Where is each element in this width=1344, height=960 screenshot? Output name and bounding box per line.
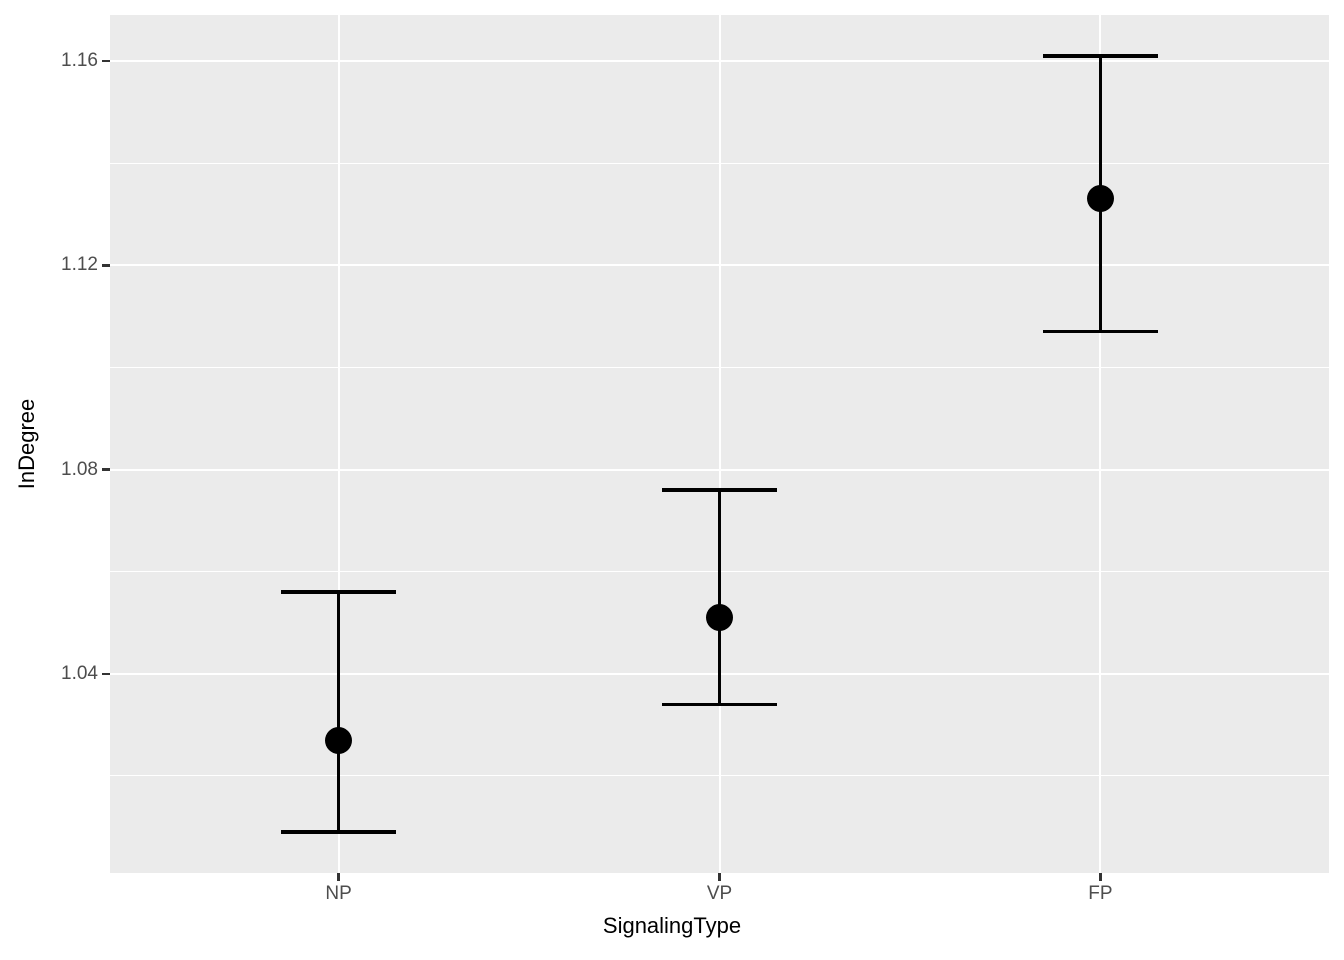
x-axis-title: SignalingType: [602, 913, 742, 938]
x-axis-tick-label: VP: [706, 883, 733, 904]
x-axis-tick-mark: [337, 873, 340, 881]
x-axis-tick-label: NP: [325, 883, 352, 904]
y-axis-tick-mark: [102, 264, 110, 267]
errorbar-cap-upper-VP: [662, 488, 777, 492]
mean-point-NP: [325, 726, 353, 754]
errorbar-cap-lower-VP: [662, 702, 777, 707]
x-axis-tick-mark: [718, 873, 721, 881]
gridline-major-vertical: [718, 15, 721, 873]
x-axis-tick-label: FP: [1088, 883, 1113, 904]
y-axis-tick-label: 1.16: [61, 49, 98, 71]
y-axis-tick-label: 1.04: [61, 662, 98, 684]
errorbar-cap-lower-NP: [281, 830, 396, 834]
y-axis-tick-mark: [102, 59, 110, 63]
errorbar-line-VP: [717, 489, 722, 705]
y-axis-tick-mark: [102, 672, 110, 676]
errorbar-cap-upper-FP: [1043, 54, 1158, 58]
mean-point-FP: [1086, 185, 1114, 213]
y-axis-tick-mark: [102, 468, 110, 471]
y-axis-tick-label: 1.08: [61, 458, 98, 480]
gridline-major-vertical: [1099, 15, 1102, 873]
mean-point-VP: [706, 604, 733, 632]
gridline-major-vertical: [337, 15, 340, 873]
errorbar-cap-upper-NP: [281, 590, 396, 594]
y-axis-tick-label: 1.12: [61, 254, 98, 276]
errorbar-cap-lower-FP: [1043, 329, 1158, 334]
plot-panel: [110, 15, 1329, 873]
errorbar-line-NP: [336, 592, 341, 833]
x-axis-tick-mark: [1099, 873, 1102, 881]
